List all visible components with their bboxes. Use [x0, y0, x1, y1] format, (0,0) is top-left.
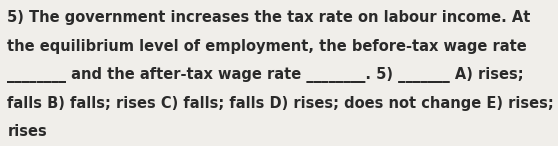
Text: ________ and the after-tax wage rate ________. 5) _______ A) rises;: ________ and the after-tax wage rate ___… [7, 67, 524, 83]
Text: falls B) falls; rises C) falls; falls D) rises; does not change E) rises;: falls B) falls; rises C) falls; falls D)… [7, 96, 554, 111]
Text: 5) The government increases the tax rate on labour income. At: 5) The government increases the tax rate… [7, 10, 531, 25]
Text: the equilibrium level of employment, the before-tax wage rate: the equilibrium level of employment, the… [7, 39, 527, 54]
Text: rises: rises [7, 124, 47, 139]
